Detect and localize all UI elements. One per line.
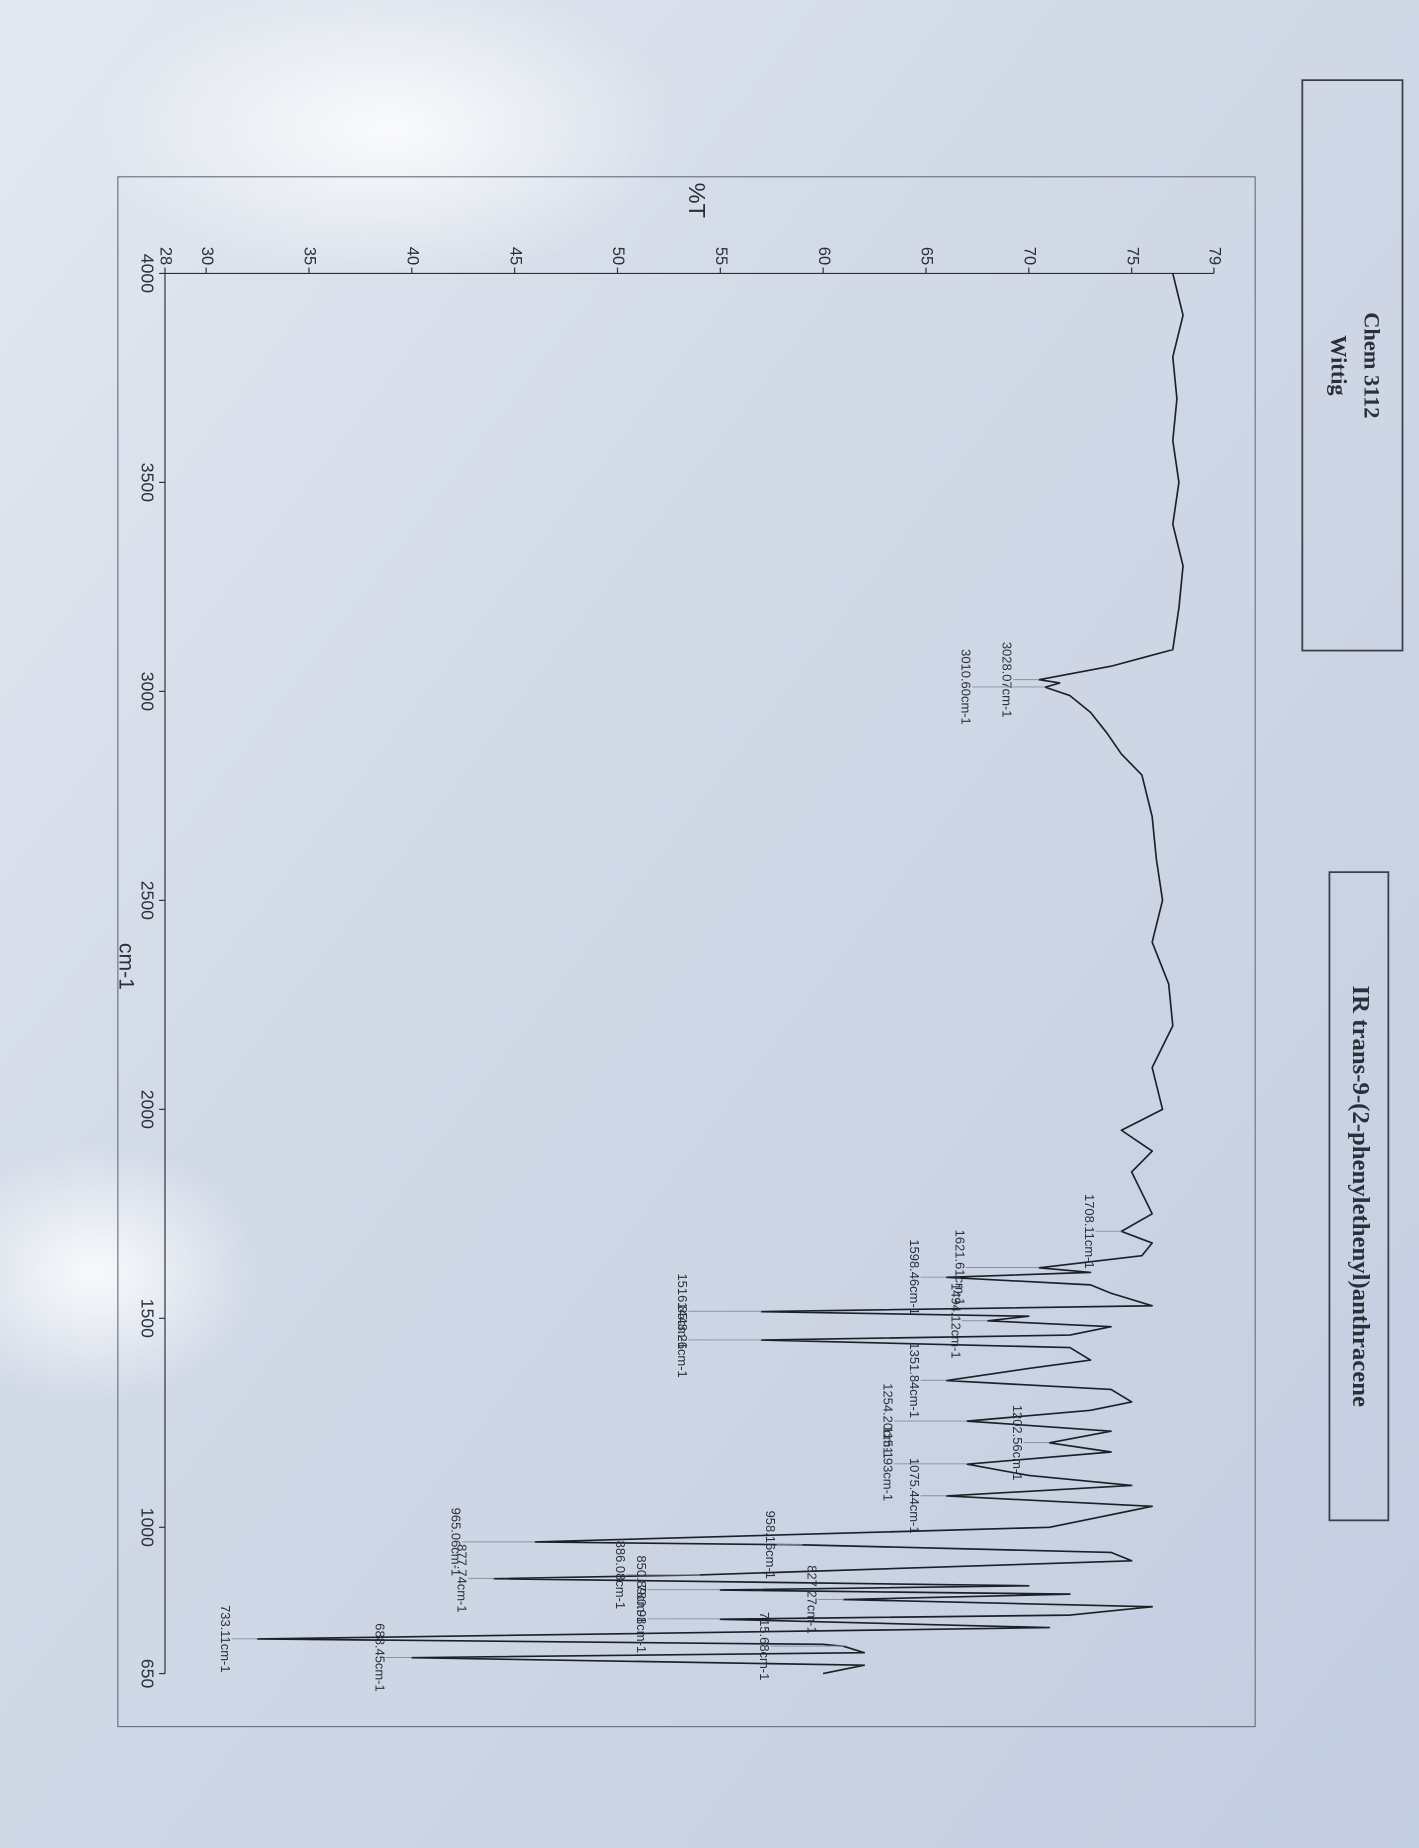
x-tick-label: 2000 <box>137 1090 157 1129</box>
x-tick-label: 2500 <box>137 881 157 920</box>
peak-label: 1598.46cm-1 <box>907 1239 922 1315</box>
y-tick-label: 75 <box>1123 247 1141 265</box>
glare <box>0 1143 260 1403</box>
peak-label: 1494.12cm-1 <box>948 1283 963 1359</box>
chart-title: IR trans-9-(2-phenylethenyl)anthracene <box>1347 986 1374 1407</box>
peak-label: 1351.84cm-1 <box>907 1342 922 1418</box>
y-tick-label: 60 <box>815 247 833 265</box>
header-box <box>1301 79 1404 652</box>
x-tick-label: 1500 <box>137 1299 157 1338</box>
peak-label: 877.74cm-1 <box>455 1544 470 1612</box>
plot-frame <box>117 176 1256 1728</box>
peak-label: 780.98cm-1 <box>634 1585 649 1653</box>
x-tick-label: 650 <box>137 1659 157 1689</box>
y-tick-label: 30 <box>198 247 216 265</box>
y-tick-label: 28 <box>157 247 175 265</box>
plot: 28 30 35 40 45 50 55 60 65 70 75 79 4000 3500 3000 2500… <box>137 247 1223 1692</box>
y-tick-label: 55 <box>712 247 730 265</box>
peak-label: 1075.44cm-1 <box>907 1458 922 1534</box>
peak-label: 3010.60cm-1 <box>959 649 974 725</box>
y-tick-label: 79 <box>1206 247 1224 265</box>
peak-label: 965.06cm-1 <box>449 1508 464 1576</box>
x-tick-label: 1000 <box>137 1508 157 1547</box>
peak-label: 3028.07cm-1 <box>1000 642 1015 718</box>
glare <box>94 0 684 283</box>
y-tick-label: 50 <box>609 247 627 265</box>
peak-label: 715.68cm-1 <box>757 1612 772 1680</box>
peak-label: 1516.85cm-1 <box>675 1273 690 1349</box>
course: Chem 3112 <box>1359 312 1384 418</box>
y-tick-label: 65 <box>918 247 936 265</box>
x-axis-label: cm-1 <box>114 943 137 990</box>
peak-label: 1708.11cm-1 <box>1082 1194 1097 1269</box>
topic: Wittig <box>1326 335 1351 396</box>
title-box <box>1328 871 1390 1522</box>
y-tick-label: 45 <box>506 247 524 265</box>
y-tick-label: 70 <box>1020 247 1038 265</box>
peak-label: 1621.61cm-1 <box>953 1230 968 1306</box>
x-tick-label: 3000 <box>137 672 157 711</box>
peak-label: 886.08cm-1 <box>613 1541 628 1609</box>
peak-label: 1151.93cm-1 <box>881 1426 896 1501</box>
peak-label: 850.89cm-1 <box>634 1555 649 1623</box>
peak-label: 827.27cm-1 <box>804 1565 819 1633</box>
x-tick-label: 4000 <box>137 254 157 293</box>
peak-label: 1448.26cm-1 <box>675 1302 690 1378</box>
peak-label: 958.16cm-1 <box>763 1511 778 1579</box>
spectrum-line <box>256 273 1184 1675</box>
peak-label: 1254.20cm-1 <box>881 1383 896 1459</box>
peak-label: 733.11cm-1 <box>218 1605 233 1672</box>
peak-label: 688.45cm-1 <box>372 1623 387 1691</box>
y-tick-label: 35 <box>301 247 319 265</box>
peak-label: 1202.56cm-1 <box>1010 1405 1025 1481</box>
x-tick-label: 3500 <box>137 463 157 502</box>
y-axis-label: %T <box>684 183 710 218</box>
y-tick-label: 40 <box>403 247 421 265</box>
